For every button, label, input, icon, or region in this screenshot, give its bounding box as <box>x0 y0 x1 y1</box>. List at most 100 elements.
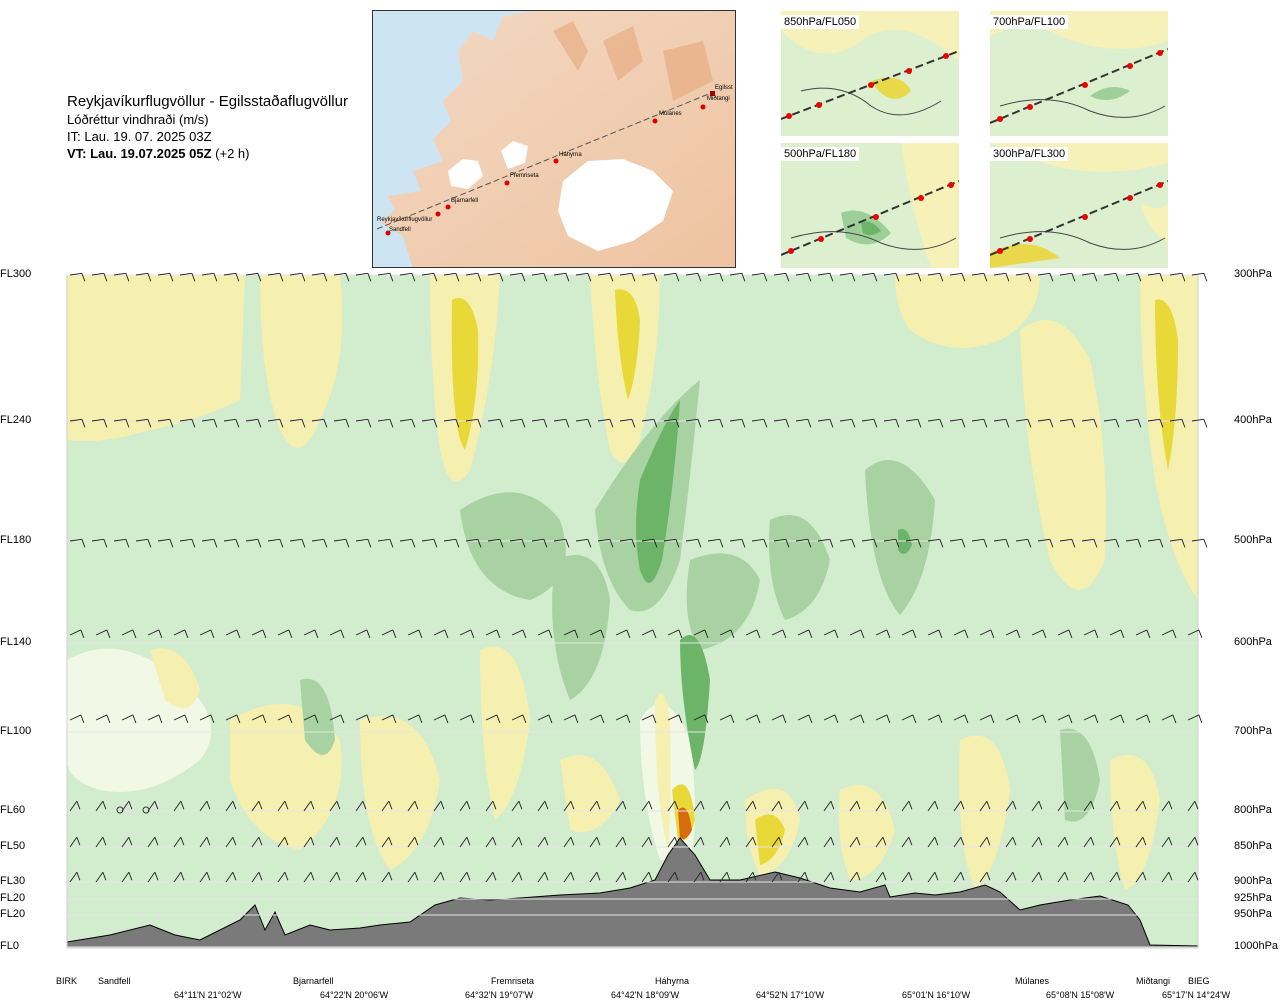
wind-barb <box>1005 836 1017 848</box>
wind-barb <box>849 836 861 848</box>
wind-barb <box>1059 418 1076 428</box>
wind-barb <box>537 629 553 639</box>
wind-barb <box>707 418 724 428</box>
wind-barb <box>817 272 834 282</box>
wind-barb <box>69 538 86 548</box>
wind-barb <box>589 871 601 883</box>
wind-barb <box>1015 272 1032 282</box>
updraft-strong-region <box>636 400 680 583</box>
wind-barb <box>1083 871 1095 883</box>
wind-barb <box>745 629 761 639</box>
wind-barb <box>311 272 328 282</box>
route-point-label: Háhyrna <box>655 976 690 986</box>
route-point-label: Fremriseta <box>491 976 535 986</box>
wind-barb <box>91 538 108 548</box>
wind-barb <box>707 272 724 282</box>
wind-barb <box>95 714 111 724</box>
wind-barb <box>377 272 394 282</box>
fl-label: FL180 <box>0 534 32 546</box>
wind-barb <box>693 836 705 848</box>
wind-barb <box>619 538 636 548</box>
wind-barb <box>905 538 922 548</box>
wind-barb <box>615 629 631 639</box>
wind-barb <box>199 800 211 812</box>
wind-barb <box>553 418 570 428</box>
wind-barb <box>927 418 944 428</box>
wind-barb <box>667 836 679 848</box>
wind-barb <box>223 418 240 428</box>
wind-barb <box>1125 272 1142 282</box>
downdraft-region <box>67 275 245 442</box>
fl-label: FL100 <box>0 725 32 737</box>
waypoint-dot <box>700 104 706 110</box>
fl-label: FL30 <box>0 875 26 887</box>
coord-label: 64°22'N 20°06'W <box>320 990 389 1000</box>
wind-barb <box>875 629 891 639</box>
downdraft-region <box>959 735 1010 890</box>
wind-barb <box>693 714 709 724</box>
wind-barb <box>589 714 605 724</box>
wind-barb <box>1109 871 1121 883</box>
wind-barb <box>135 272 152 282</box>
hpa-label: 850hPa <box>1234 840 1272 852</box>
hpa-label: 600hPa <box>1234 636 1272 648</box>
wind-barb <box>849 871 861 883</box>
wind-barb <box>979 836 991 848</box>
wind-barb <box>95 871 107 883</box>
wind-barb <box>1081 272 1098 282</box>
wind-barb <box>615 871 627 883</box>
wind-barb <box>905 272 922 282</box>
hpa-label: 1000hPa <box>1234 940 1279 952</box>
downdraft-extreme-region <box>678 807 692 839</box>
wind-barb <box>509 538 526 548</box>
wind-barb <box>1191 538 1208 548</box>
wind-barb <box>979 629 995 639</box>
wind-barb <box>953 871 965 883</box>
title-block: Reykjavíkurflugvöllur - Egilsstaðaflugvö… <box>67 93 348 162</box>
wind-barb <box>795 272 812 282</box>
downdraft-strong-region <box>1155 299 1178 470</box>
wind-barb <box>1109 629 1125 639</box>
wind-barb <box>199 871 211 883</box>
fl-label: FL20 <box>0 892 26 904</box>
wind-barb <box>663 272 680 282</box>
wind-barb <box>69 836 81 848</box>
wind-barb <box>1187 714 1203 724</box>
wind-barb <box>797 871 809 883</box>
wind-barb <box>707 538 724 548</box>
wind-barb <box>563 836 575 848</box>
vertical-wind-field <box>67 275 1198 948</box>
waypoint-dot <box>553 158 559 164</box>
wind-barb <box>953 800 965 812</box>
wind-barb <box>509 272 526 282</box>
waypoint-dot <box>385 230 391 236</box>
wind-barb <box>537 836 549 848</box>
wind-barb <box>157 418 174 428</box>
wind-barb <box>553 538 570 548</box>
wind-barb <box>421 272 438 282</box>
waypoint-dot <box>504 180 510 186</box>
wind-barb <box>663 538 680 548</box>
wind-barb <box>1161 871 1173 883</box>
wind-barb <box>693 629 709 639</box>
calm-wind-marker <box>142 806 150 814</box>
wind-barb <box>333 418 350 428</box>
hpa-label: 800hPa <box>1234 804 1272 816</box>
wind-barb <box>465 272 482 282</box>
wind-barb <box>563 871 575 883</box>
wind-barb <box>333 538 350 548</box>
wind-barb <box>201 272 218 282</box>
downdraft-region <box>150 648 200 708</box>
wind-barb <box>157 272 174 282</box>
wind-barb <box>771 871 783 883</box>
wind-barb <box>95 836 107 848</box>
wind-barb <box>465 418 482 428</box>
wind-barb <box>949 272 966 282</box>
wind-barb <box>979 714 995 724</box>
wind-barb <box>745 836 757 848</box>
waypoint-dot <box>652 118 658 124</box>
glacier-hofsjokull <box>501 141 528 169</box>
wind-barb <box>1161 629 1177 639</box>
wind-barb <box>839 538 856 548</box>
